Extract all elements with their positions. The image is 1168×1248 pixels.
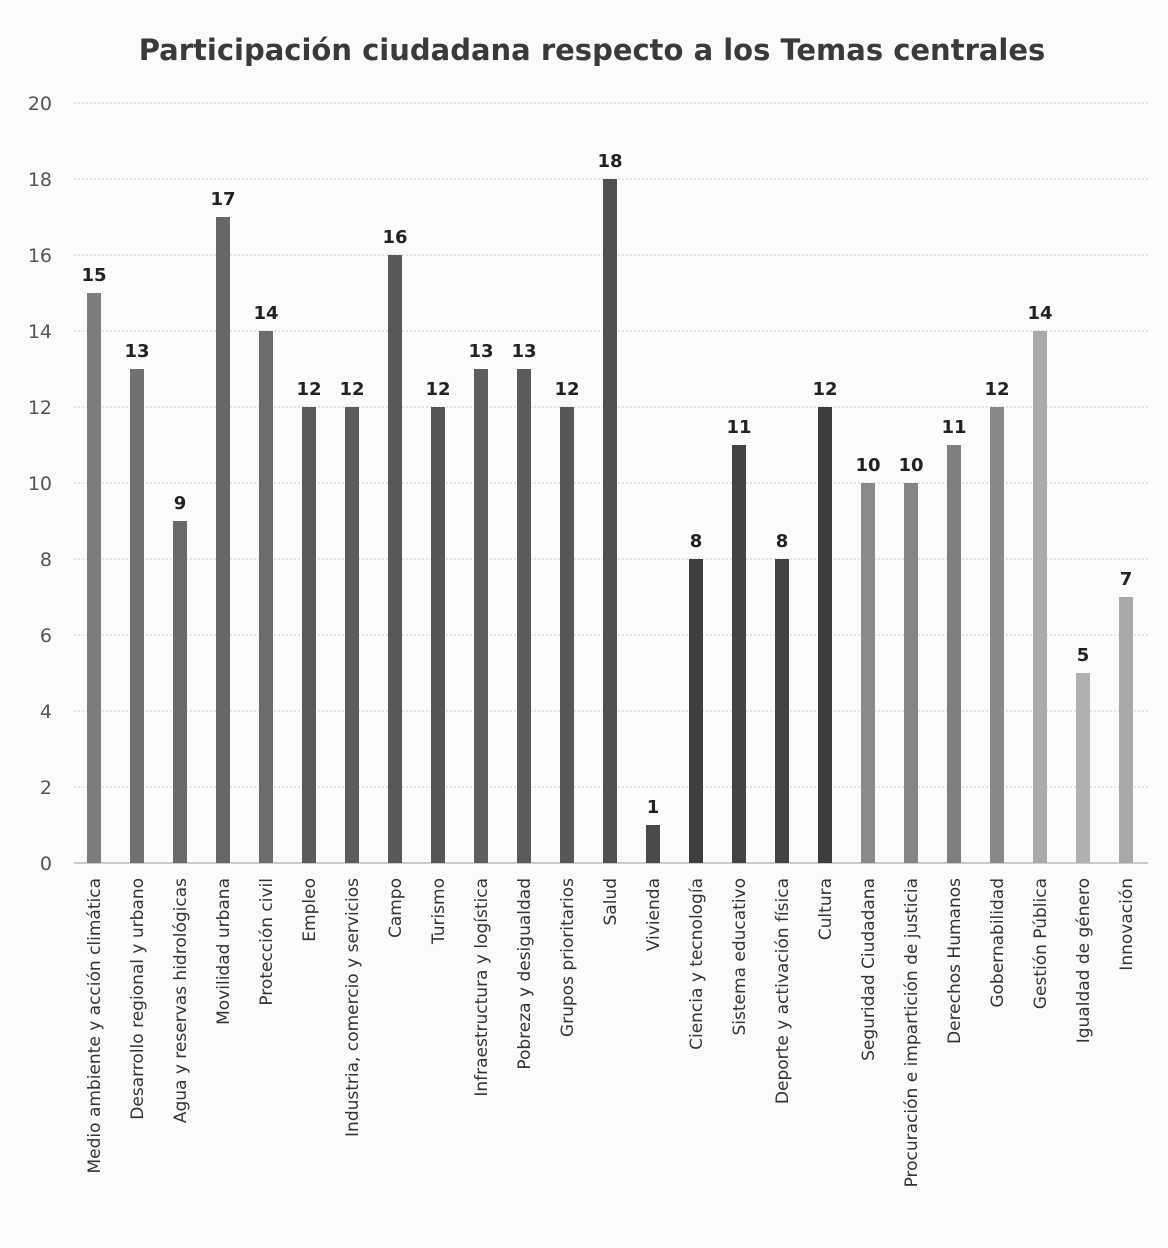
data-label: 5: [1077, 645, 1090, 666]
bar: [474, 369, 488, 863]
data-label: 13: [124, 341, 149, 362]
bar: [1033, 331, 1047, 863]
x-tick-label: Grupos prioritarios: [558, 878, 578, 1037]
y-tick-label: 4: [40, 701, 52, 723]
x-tick-label: Infraestructura y logística: [472, 878, 492, 1097]
bar: [861, 483, 875, 863]
data-label: 14: [1027, 303, 1052, 324]
x-tick-label: Vivienda: [644, 878, 664, 951]
y-tick-label: 2: [40, 777, 52, 799]
bar: [1076, 673, 1090, 863]
data-label: 12: [339, 379, 364, 400]
data-label: 14: [253, 303, 278, 324]
x-tick-label: Salud: [601, 878, 621, 926]
y-tick-label: 16: [28, 245, 52, 267]
bar: [560, 407, 574, 863]
data-label: 13: [511, 341, 536, 362]
x-tick-label: Ciencia y tecnología: [687, 878, 707, 1050]
bar: [1119, 597, 1133, 863]
x-tick-label: Seguridad Ciudadana: [859, 878, 879, 1061]
data-label: 10: [898, 455, 923, 476]
x-tick-label: Protección civil: [257, 878, 277, 1006]
bar: [904, 483, 918, 863]
x-tick-label: Desarrollo regional y urbano: [128, 878, 148, 1120]
bar: [646, 825, 660, 863]
x-tick-label: Pobreza y desigualdad: [515, 878, 535, 1070]
x-tick-label: Medio ambiente y acción climática: [85, 878, 105, 1174]
data-label: 12: [425, 379, 450, 400]
bar: [431, 407, 445, 863]
data-label: 12: [812, 379, 837, 400]
bar: [388, 255, 402, 863]
x-tick-label: Deporte y activación física: [773, 878, 793, 1104]
x-tick-label: Innovación: [1117, 878, 1137, 971]
bar: [87, 293, 101, 863]
bar: [259, 331, 273, 863]
x-tick-label: Sistema educativo: [730, 878, 750, 1036]
data-label: 12: [296, 379, 321, 400]
x-tick-label: Gestión Pública: [1031, 878, 1051, 1009]
y-tick-label: 12: [28, 397, 52, 419]
bar: [216, 217, 230, 863]
bars: [87, 179, 1133, 863]
x-tick-label: Turismo: [429, 878, 449, 945]
bar: [173, 521, 187, 863]
y-axis-ticks: 0 2 4 6 8 10 12 14 16 18 20: [28, 93, 52, 875]
data-label: 7: [1120, 569, 1133, 590]
y-tick-label: 0: [40, 853, 52, 875]
y-tick-label: 18: [28, 169, 52, 191]
bar: [302, 407, 316, 863]
x-tick-label: Derechos Humanos: [945, 878, 965, 1044]
data-label: 8: [776, 531, 789, 552]
bar: [990, 407, 1004, 863]
bar: [603, 179, 617, 863]
x-tick-label: Agua y reservas hidrológicas: [171, 878, 191, 1123]
y-tick-label: 14: [28, 321, 52, 343]
bar: [517, 369, 531, 863]
bar: [775, 559, 789, 863]
chart-title: Participación ciudadana respecto a los T…: [139, 33, 1046, 67]
data-label: 15: [81, 265, 106, 286]
x-tick-label: Empleo: [300, 878, 320, 942]
data-label: 10: [855, 455, 880, 476]
x-tick-label: Cultura: [816, 878, 836, 940]
data-label: 11: [941, 417, 966, 438]
data-label: 9: [174, 493, 187, 514]
data-label: 18: [597, 151, 622, 172]
x-tick-label: Campo: [386, 878, 406, 938]
data-label: 1: [647, 797, 660, 818]
data-label: 12: [984, 379, 1009, 400]
x-tick-label: Igualdad de género: [1074, 878, 1094, 1043]
y-tick-label: 20: [28, 93, 52, 115]
bar: [345, 407, 359, 863]
data-label: 12: [554, 379, 579, 400]
data-label: 17: [210, 189, 235, 210]
y-tick-label: 6: [40, 625, 52, 647]
bar: [947, 445, 961, 863]
y-tick-label: 8: [40, 549, 52, 571]
y-tick-label: 10: [28, 473, 52, 495]
bar: [818, 407, 832, 863]
data-label: 13: [468, 341, 493, 362]
x-tick-label: Procuración e impartición de justicia: [902, 878, 922, 1187]
x-axis-ticks: Medio ambiente y acción climática Desarro…: [85, 878, 1137, 1188]
bar: [689, 559, 703, 863]
x-tick-label: Movilidad urbana: [214, 878, 234, 1025]
data-label: 8: [690, 531, 703, 552]
x-tick-label: Industria, comercio y servicios: [343, 878, 363, 1137]
bar: [732, 445, 746, 863]
data-label: 16: [382, 227, 407, 248]
data-label: 11: [726, 417, 751, 438]
x-tick-label: Gobernabilidad: [988, 878, 1008, 1008]
bar: [130, 369, 144, 863]
